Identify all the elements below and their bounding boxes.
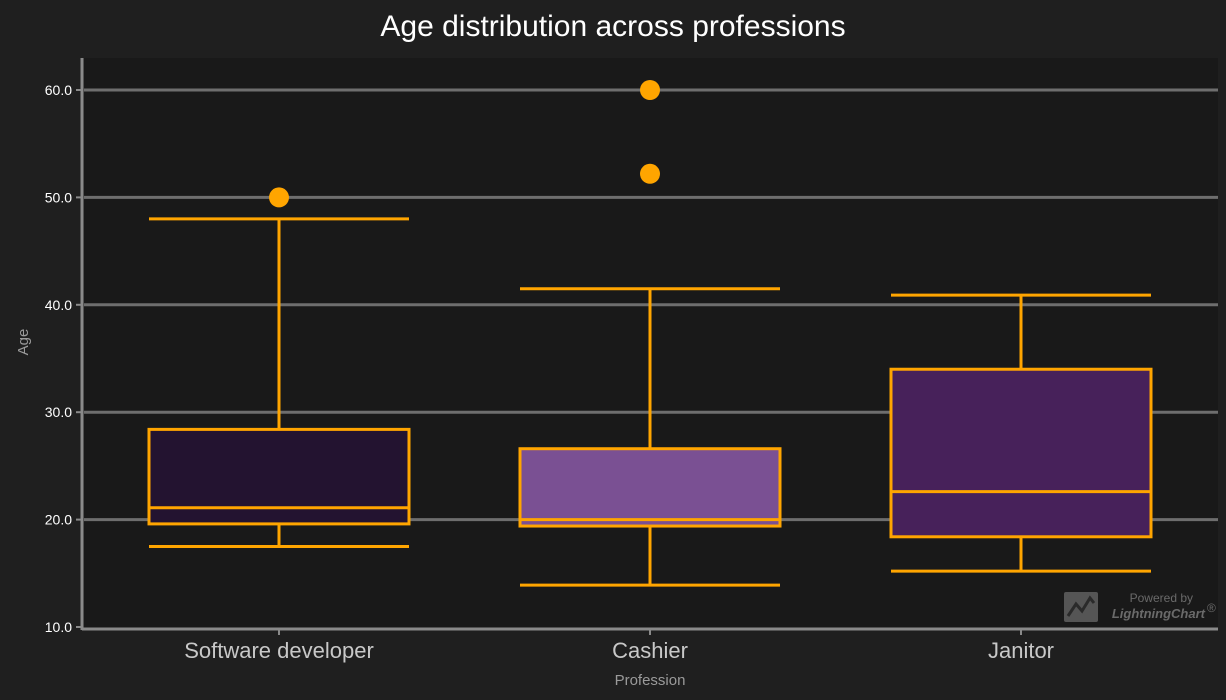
y-tick-label: 30.0: [45, 404, 72, 420]
y-tick-label: 10.0: [45, 619, 72, 635]
box-plot: [147, 187, 411, 548]
box-plot: [518, 80, 782, 587]
x-axis-ticks: Software developer Cashier Janitor: [184, 629, 1054, 663]
box-iqr: [889, 367, 1153, 539]
y-tick-label: 20.0: [45, 512, 72, 528]
y-tick-label: 40.0: [45, 297, 72, 313]
watermark: Powered by LightningChart ®: [1064, 591, 1216, 622]
x-tick-label: Software developer: [184, 638, 374, 663]
chart-title: Age distribution across professions: [380, 10, 845, 43]
box-iqr: [147, 427, 411, 526]
y-tick-label: 50.0: [45, 189, 72, 205]
outlier-point: [640, 80, 660, 100]
watermark-registered-mark: ®: [1207, 601, 1216, 615]
y-tick-label: 60.0: [45, 82, 72, 98]
watermark-powered-by: Powered by: [1130, 591, 1193, 605]
x-tick-label: Cashier: [612, 638, 688, 663]
lightningchart-logo-icon: [1064, 592, 1098, 622]
y-axis-ticks: 10.0 20.0 30.0 40.0 50.0 60.0: [45, 82, 82, 635]
box-plot: [889, 293, 1153, 573]
x-tick-label: Janitor: [988, 638, 1054, 663]
outlier-point: [269, 187, 289, 208]
watermark-brand: LightningChart: [1112, 606, 1206, 621]
box-series: [147, 80, 1153, 587]
x-axis-label: Profession: [615, 672, 686, 689]
y-axis-label: Age: [15, 329, 32, 356]
outlier-point: [640, 163, 660, 184]
box-iqr: [518, 447, 782, 528]
